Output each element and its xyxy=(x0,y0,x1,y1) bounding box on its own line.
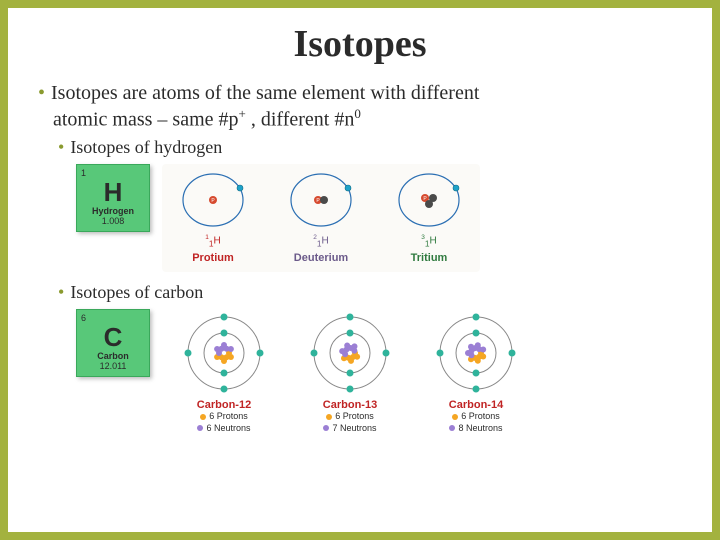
bullet-main: • Isotopes are atoms of the same element … xyxy=(38,80,690,133)
carbon-row: 6 C Carbon 12.011 Carbon-12 6 Protons 6 … xyxy=(30,309,690,438)
bullet-dot-icon: • xyxy=(38,82,45,104)
hydrogen-tile: 1 H Hydrogen 1.008 xyxy=(76,164,150,232)
proton-count: 6 Protons xyxy=(292,411,408,423)
hydrogen-isotope: P 11H Protium xyxy=(170,168,256,264)
bullet-line2-b: , different #n xyxy=(246,109,355,131)
carbon-diagram: Carbon-12 6 Protons 6 Neutrons Carbon-13… xyxy=(162,309,538,438)
proton-count: 6 Protons xyxy=(418,411,534,423)
page-title: Isotopes xyxy=(30,22,690,66)
atom-icon xyxy=(295,311,405,397)
carbon-isotope: Carbon-13 6 Protons 7 Neutrons xyxy=(292,311,408,434)
atom-icon: P xyxy=(389,168,469,232)
hydrogen-row: 1 H Hydrogen 1.008 P 11H Protium P 21H D… xyxy=(30,164,690,272)
neutron-count: 6 Neutrons xyxy=(166,423,282,435)
hydrogen-isotope: P 31H Tritium xyxy=(386,168,472,264)
hydrogen-diagram: P 11H Protium P 21H Deuterium P 31H Trit… xyxy=(162,164,480,272)
sub-bullet-2: • Isotopes of carbon xyxy=(58,282,690,303)
sub1-text: Isotopes of hydrogen xyxy=(70,137,222,157)
sub2-text: Isotopes of carbon xyxy=(70,282,203,302)
tile-mass: 1.008 xyxy=(77,216,149,226)
isotope-symbol: 31H xyxy=(386,234,472,248)
neutron-count: 8 Neutrons xyxy=(418,423,534,435)
atom-icon xyxy=(169,311,279,397)
carbon-isotope: Carbon-14 6 Protons 8 Neutrons xyxy=(418,311,534,434)
bullet-line1: Isotopes are atoms of the same element w… xyxy=(51,82,479,104)
isotope-symbol: 11H xyxy=(170,234,256,248)
neutron-count: 7 Neutrons xyxy=(292,423,408,435)
bullet-dot-icon: • xyxy=(58,282,64,302)
atom-icon: P xyxy=(173,168,253,232)
isotope-name: Tritium xyxy=(386,252,472,264)
tile-mass: 12.011 xyxy=(77,361,149,371)
carbon-tile: 6 C Carbon 12.011 xyxy=(76,309,150,377)
sub-bullet-1: • Isotopes of hydrogen xyxy=(58,137,690,158)
tile-name: Hydrogen xyxy=(77,206,149,216)
isotope-symbol: 21H xyxy=(278,234,364,248)
isotope-name: Carbon-14 xyxy=(418,399,534,411)
tile-symbol: H xyxy=(77,179,149,205)
hydrogen-isotope: P 21H Deuterium xyxy=(278,168,364,264)
isotope-name: Deuterium xyxy=(278,252,364,264)
isotope-name: Protium xyxy=(170,252,256,264)
tile-name: Carbon xyxy=(77,351,149,361)
isotope-name: Carbon-12 xyxy=(166,399,282,411)
bullet-dot-icon: • xyxy=(58,137,64,157)
atom-icon xyxy=(421,311,531,397)
atom-icon: P xyxy=(281,168,361,232)
proton-count: 6 Protons xyxy=(166,411,282,423)
bullet-line2-a: atomic mass – same #p xyxy=(53,109,239,131)
carbon-isotope: Carbon-12 6 Protons 6 Neutrons xyxy=(166,311,282,434)
isotope-name: Carbon-13 xyxy=(292,399,408,411)
tile-symbol: C xyxy=(77,324,149,350)
